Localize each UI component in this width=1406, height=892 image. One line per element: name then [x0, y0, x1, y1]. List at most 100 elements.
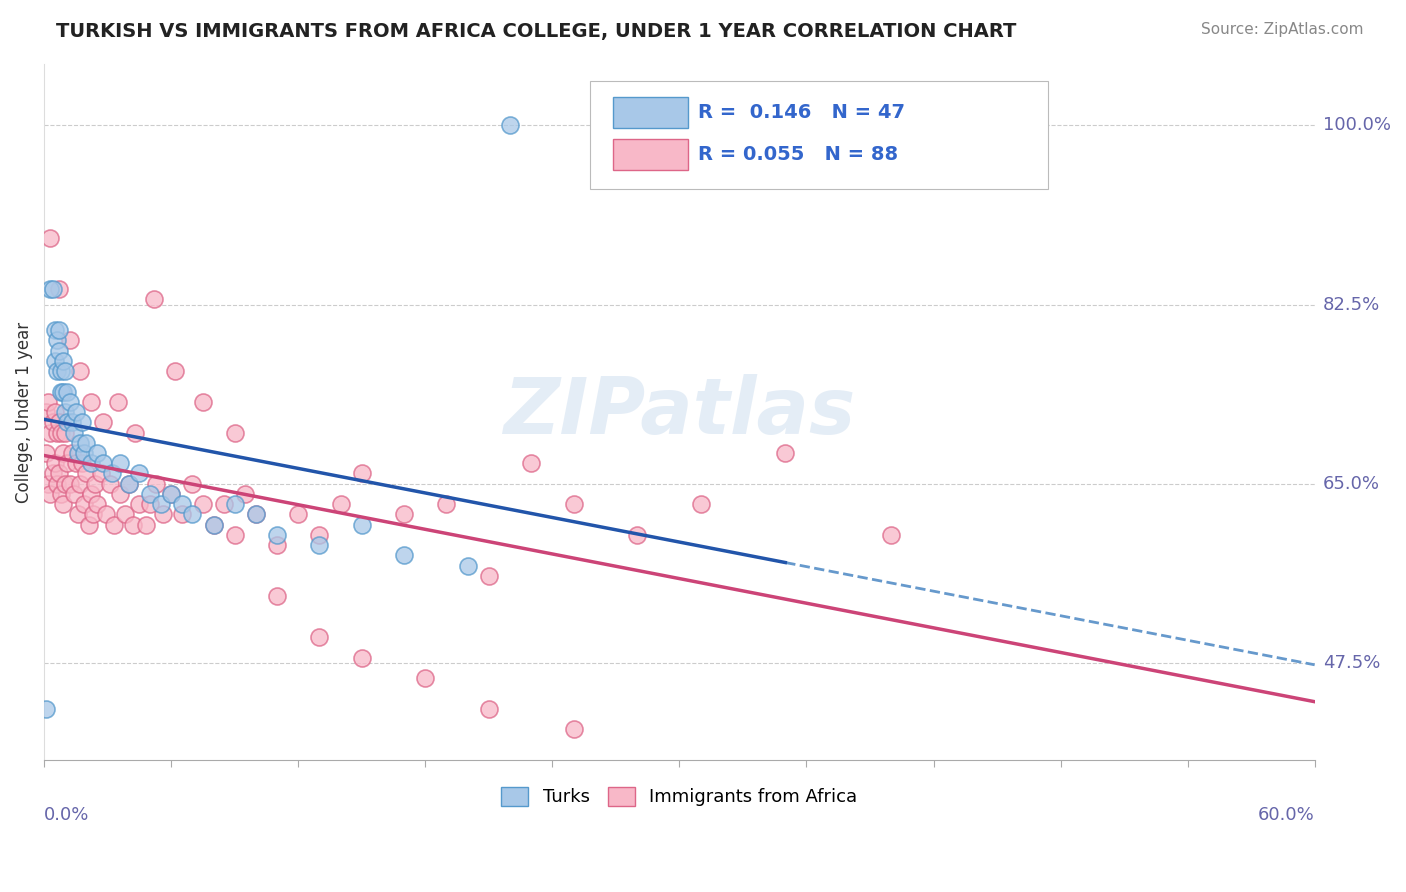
- Point: [149, 497, 172, 511]
- Point: [499, 119, 522, 133]
- Text: Source: ZipAtlas.com: Source: ZipAtlas.com: [1201, 22, 1364, 37]
- Point: [56, 415, 79, 429]
- Point: [35, 446, 58, 460]
- Point: [75, 435, 97, 450]
- FancyBboxPatch shape: [613, 97, 689, 128]
- Point: [39, 425, 62, 440]
- Point: [86, 497, 108, 511]
- Point: [775, 446, 797, 460]
- Point: [49, 487, 72, 501]
- Point: [65, 405, 87, 419]
- Point: [191, 497, 214, 511]
- Point: [118, 476, 141, 491]
- Point: [39, 282, 62, 296]
- Point: [266, 538, 288, 552]
- Point: [212, 497, 235, 511]
- Point: [224, 528, 246, 542]
- Point: [93, 456, 115, 470]
- Text: ZIPatlas: ZIPatlas: [503, 374, 855, 450]
- Point: [128, 497, 150, 511]
- Point: [233, 487, 256, 501]
- Point: [329, 497, 352, 511]
- Point: [110, 456, 132, 470]
- Point: [880, 528, 903, 542]
- Point: [98, 476, 121, 491]
- FancyBboxPatch shape: [613, 139, 689, 169]
- Point: [39, 231, 62, 245]
- Point: [48, 467, 70, 481]
- Point: [56, 384, 79, 399]
- Point: [73, 446, 96, 460]
- Point: [308, 630, 330, 644]
- Point: [44, 323, 66, 337]
- Point: [45, 425, 67, 440]
- Point: [143, 293, 166, 307]
- Point: [181, 508, 204, 522]
- Point: [45, 364, 67, 378]
- Point: [266, 589, 288, 603]
- Point: [392, 549, 415, 563]
- Point: [37, 476, 59, 491]
- Point: [82, 508, 104, 522]
- Point: [350, 650, 373, 665]
- Point: [84, 476, 107, 491]
- Point: [44, 405, 66, 419]
- Point: [58, 334, 80, 348]
- Point: [245, 508, 267, 522]
- Point: [170, 508, 193, 522]
- Point: [70, 456, 93, 470]
- Point: [94, 508, 117, 522]
- Point: [520, 456, 543, 470]
- Point: [93, 415, 115, 429]
- Point: [135, 517, 157, 532]
- Point: [165, 364, 187, 378]
- Point: [41, 415, 63, 429]
- Point: [77, 517, 100, 532]
- Point: [478, 702, 501, 716]
- Point: [41, 282, 63, 296]
- Point: [58, 476, 80, 491]
- Point: [202, 517, 225, 532]
- Text: R =  0.146   N = 47: R = 0.146 N = 47: [699, 103, 905, 122]
- Text: 47.5%: 47.5%: [1323, 654, 1381, 672]
- Point: [41, 467, 63, 481]
- Point: [35, 702, 58, 716]
- Point: [689, 497, 711, 511]
- Point: [49, 364, 72, 378]
- Point: [478, 569, 501, 583]
- Point: [122, 517, 145, 532]
- Point: [160, 487, 183, 501]
- Point: [457, 558, 479, 573]
- Point: [48, 282, 70, 296]
- Point: [80, 456, 103, 470]
- Point: [53, 476, 76, 491]
- Point: [70, 415, 93, 429]
- Point: [160, 487, 183, 501]
- Text: 100.0%: 100.0%: [1323, 117, 1391, 135]
- Point: [49, 384, 72, 399]
- Text: 0.0%: 0.0%: [44, 806, 90, 824]
- Legend: Turks, Immigrants from Africa: Turks, Immigrants from Africa: [494, 780, 865, 814]
- Point: [118, 476, 141, 491]
- Point: [69, 364, 91, 378]
- Point: [60, 415, 83, 429]
- Point: [562, 723, 585, 737]
- Point: [413, 671, 436, 685]
- Point: [392, 508, 415, 522]
- Point: [52, 497, 75, 511]
- Point: [266, 528, 288, 542]
- Point: [53, 364, 76, 378]
- Point: [181, 476, 204, 491]
- Text: R = 0.055   N = 88: R = 0.055 N = 88: [699, 145, 898, 164]
- Point: [245, 508, 267, 522]
- Text: TURKISH VS IMMIGRANTS FROM AFRICA COLLEGE, UNDER 1 YEAR CORRELATION CHART: TURKISH VS IMMIGRANTS FROM AFRICA COLLEG…: [56, 22, 1017, 41]
- Point: [350, 517, 373, 532]
- Point: [44, 354, 66, 368]
- Point: [45, 476, 67, 491]
- Point: [626, 528, 648, 542]
- Point: [139, 497, 162, 511]
- Point: [80, 487, 103, 501]
- Text: 82.5%: 82.5%: [1323, 295, 1381, 314]
- Point: [287, 508, 309, 522]
- Point: [308, 538, 330, 552]
